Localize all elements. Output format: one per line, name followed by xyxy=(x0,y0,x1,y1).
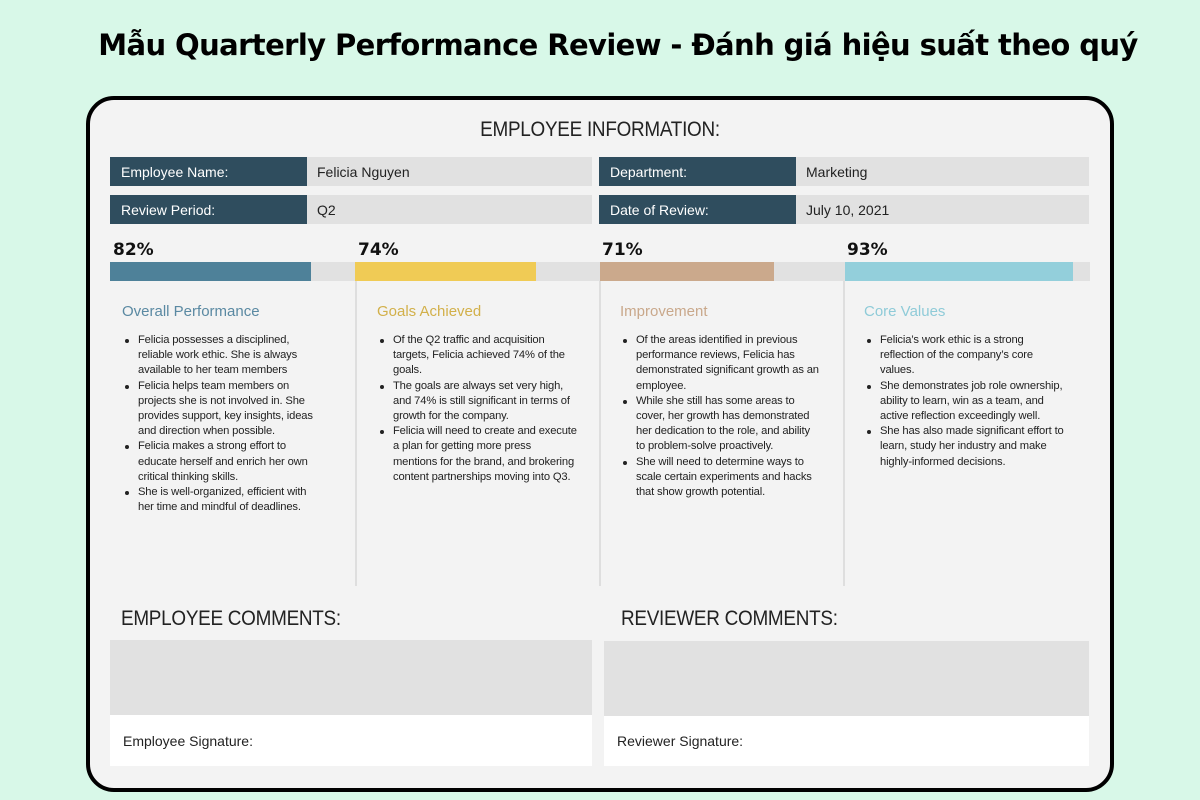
page-title: Mẫu Quarterly Performance Review - Đánh … xyxy=(98,28,1138,62)
goals-achieved-title: Goals Achieved xyxy=(377,303,482,320)
employee-name-label: Employee Name: xyxy=(110,157,307,186)
employee-comments-heading: EMPLOYEE COMMENTS: xyxy=(121,607,341,630)
overall-performance-list: Felicia possesses a disciplined, reliabl… xyxy=(122,333,322,515)
list-item: While she still has some areas to cover,… xyxy=(620,394,820,455)
improvement-title: Improvement xyxy=(620,303,708,320)
improvement-progress-track xyxy=(600,262,845,281)
overall-performance-progress-fill xyxy=(110,262,311,281)
review-form-card: EMPLOYEE INFORMATION: Employee Name: Fel… xyxy=(86,96,1114,792)
list-item: The goals are always set very high, and … xyxy=(377,379,577,425)
overall-performance-title: Overall Performance xyxy=(122,303,260,320)
department-field[interactable]: Marketing xyxy=(796,157,1089,186)
employee-signature-label: Employee Signature: xyxy=(123,732,253,749)
list-item: Felicia makes a strong effort to educate… xyxy=(122,439,322,485)
overall-performance-progress-track xyxy=(110,262,355,281)
improvement-progress-fill xyxy=(600,262,774,281)
reviewer-signature-field[interactable]: Reviewer Signature: xyxy=(604,716,1089,766)
improvement-percent: 71% xyxy=(602,240,643,260)
goals-achieved-percent: 74% xyxy=(358,240,399,260)
list-item: She will need to determine ways to scale… xyxy=(620,455,820,501)
core-values-percent: 93% xyxy=(847,240,888,260)
department-label: Department: xyxy=(599,157,796,186)
review-period-field[interactable]: Q2 xyxy=(307,195,592,224)
list-item: Of the Q2 traffic and acquisition target… xyxy=(377,333,577,379)
list-item: She is well-organized, efficient with he… xyxy=(122,485,322,515)
employee-comments-input[interactable] xyxy=(110,640,592,715)
list-item: Felicia will need to create and execute … xyxy=(377,424,577,485)
core-values-title: Core Values xyxy=(864,303,946,320)
reviewer-comments-heading: REVIEWER COMMENTS: xyxy=(621,607,838,630)
list-item: Of the areas identified in previous perf… xyxy=(620,333,820,394)
core-values-progress-track xyxy=(845,262,1090,281)
improvement-list: Of the areas identified in previous perf… xyxy=(620,333,820,500)
list-item: Felicia helps team members on projects s… xyxy=(122,379,322,440)
column-divider xyxy=(843,281,845,586)
date-of-review-field[interactable]: July 10, 2021 xyxy=(796,195,1089,224)
overall-performance-percent: 82% xyxy=(113,240,154,260)
reviewer-signature-label: Reviewer Signature: xyxy=(617,733,744,749)
employee-name-field[interactable]: Felicia Nguyen xyxy=(307,157,592,186)
list-item: She demonstrates job role ownership, abi… xyxy=(864,379,1069,425)
core-values-list: Felicia’s work ethic is a strong reflect… xyxy=(864,333,1069,470)
core-values-progress-fill xyxy=(845,262,1073,281)
employee-signature-field[interactable]: Employee Signature: xyxy=(110,715,592,766)
review-period-label: Review Period: xyxy=(110,195,307,224)
goals-achieved-progress-track xyxy=(355,262,600,281)
goals-achieved-progress-fill xyxy=(355,262,536,281)
list-item: She has also made significant effort to … xyxy=(864,424,1069,470)
goals-achieved-list: Of the Q2 traffic and acquisition target… xyxy=(377,333,577,485)
column-divider xyxy=(599,281,601,586)
reviewer-comments-input[interactable] xyxy=(604,641,1089,716)
list-item: Felicia’s work ethic is a strong reflect… xyxy=(864,333,1069,379)
date-of-review-label: Date of Review: xyxy=(599,195,796,224)
list-item: Felicia possesses a disciplined, reliabl… xyxy=(122,333,322,379)
employee-info-heading: EMPLOYEE INFORMATION: xyxy=(480,118,720,141)
column-divider xyxy=(355,281,357,586)
